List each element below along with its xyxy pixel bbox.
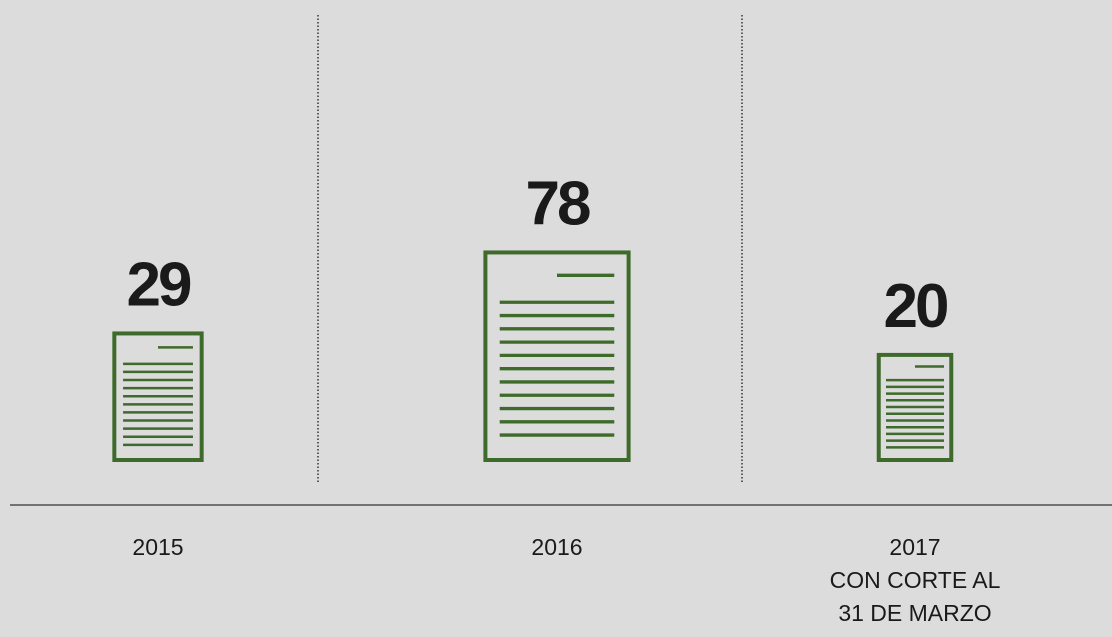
- category-label: 2015: [132, 534, 183, 560]
- document-icon: [876, 352, 954, 463]
- icon-frame: [112, 331, 204, 463]
- icon-frame: [876, 352, 954, 463]
- document-icon: [112, 331, 204, 463]
- value-label: 78: [526, 169, 590, 238]
- annotation: 31 DE MARZO: [838, 600, 991, 626]
- icon-frame: [483, 250, 631, 462]
- value-label: 29: [127, 250, 191, 319]
- value-label: 20: [884, 272, 947, 341]
- document-icon: [483, 250, 631, 462]
- category-label: 2016: [531, 534, 582, 560]
- category-label: 2017: [889, 534, 940, 560]
- annotation: CON CORTE AL: [830, 567, 1001, 593]
